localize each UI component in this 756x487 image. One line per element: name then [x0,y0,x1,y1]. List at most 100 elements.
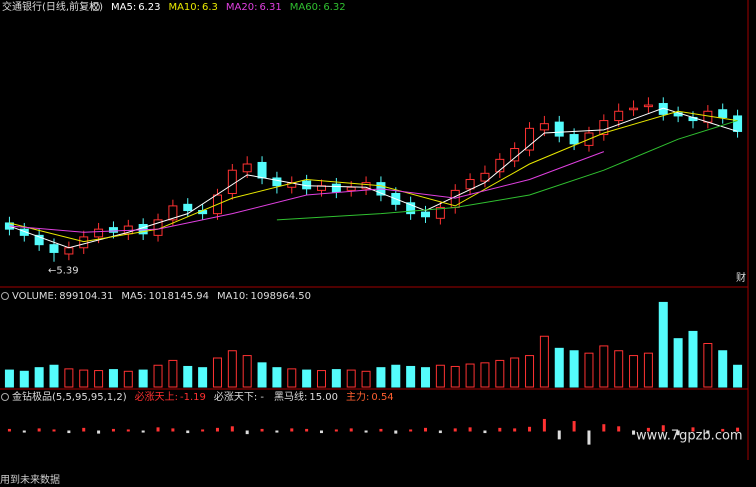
bar [334,429,338,432]
bar [138,369,148,388]
bar [67,430,71,434]
bar [34,367,44,388]
bar [584,352,594,388]
bar [646,427,650,432]
legend-value: 6.23 [138,2,160,13]
bar [480,362,490,388]
icon [1,393,9,401]
bar [316,370,326,388]
bar [94,370,104,388]
bar [305,428,309,432]
candle-body [272,177,282,187]
legend-value: 899104.31 [59,291,113,302]
candle-body [183,203,193,212]
bar [706,430,710,434]
bar [287,368,297,388]
bar [108,369,118,388]
bar [394,430,398,434]
bar [290,428,294,432]
candle-body [94,228,104,238]
bar [391,364,401,388]
candle-body [643,104,653,108]
candle-body [480,172,490,182]
bar [450,365,460,388]
bar [331,369,341,388]
bar [539,335,549,388]
bar [22,430,26,433]
bar [453,428,457,432]
bar [617,426,621,432]
bar [733,364,743,388]
side-label: 财 [736,271,746,284]
bar [245,430,249,435]
candle-body [599,120,609,136]
bar [364,430,368,433]
candle-body [242,163,252,173]
candle-body [79,236,89,249]
note: 用到未来数据 [0,473,60,486]
bar [528,426,532,432]
candle-body [406,202,416,215]
bar [212,357,222,388]
bar [495,359,505,388]
bar [376,367,386,388]
bar [572,421,576,432]
chart-title: 交通银行(日线,前复权) [2,0,103,13]
bar [82,427,86,432]
watermark: www.7gpzb.com [636,429,743,444]
legend-value: 15.00 [309,392,338,403]
legend-label: 必涨天上: [135,390,178,403]
bar [409,429,413,432]
candle-body [718,109,728,118]
bar [421,367,431,388]
bar [7,428,11,432]
legend-label: MA10: [168,2,200,13]
legend-label: MA5: [121,291,146,302]
low-annotation: ←5.39 [48,266,79,277]
bar [465,363,475,388]
bar [141,430,145,433]
candle-body [614,110,624,122]
bar [525,355,535,388]
candle-body [495,158,505,173]
candle-body [510,148,520,162]
bar [186,430,190,434]
bar [302,369,312,388]
bar [513,428,517,432]
legend-value: 6.32 [323,2,345,13]
bar [643,352,653,388]
legend-label: MA60: [290,2,322,13]
legend-label: MA10: [217,291,249,302]
bar [346,369,356,388]
bar [510,357,520,388]
bar [227,350,237,388]
bar [171,428,175,432]
candle-body [629,107,639,111]
bar [230,426,234,432]
bar [64,368,74,388]
bar [126,429,130,432]
bar [52,429,56,432]
icon [1,292,9,300]
bar [198,367,208,388]
bar [438,430,442,434]
bar [49,364,59,388]
candle-body [346,186,356,191]
bar [554,347,564,388]
bar [599,345,609,388]
legend-label: 主力: [346,390,369,403]
legend-value: 1018145.94 [149,291,209,302]
candle-body [465,179,475,190]
bar [201,429,205,432]
bar [111,428,115,432]
candle-body [49,244,59,253]
bar [349,428,353,432]
bar [468,427,472,432]
bar [614,350,624,388]
bar [272,367,282,388]
bar [37,428,41,432]
bar [632,430,636,435]
bar [587,430,591,445]
legend-label: VOLUME: [12,291,57,302]
legend-value: 0.54 [371,392,393,403]
